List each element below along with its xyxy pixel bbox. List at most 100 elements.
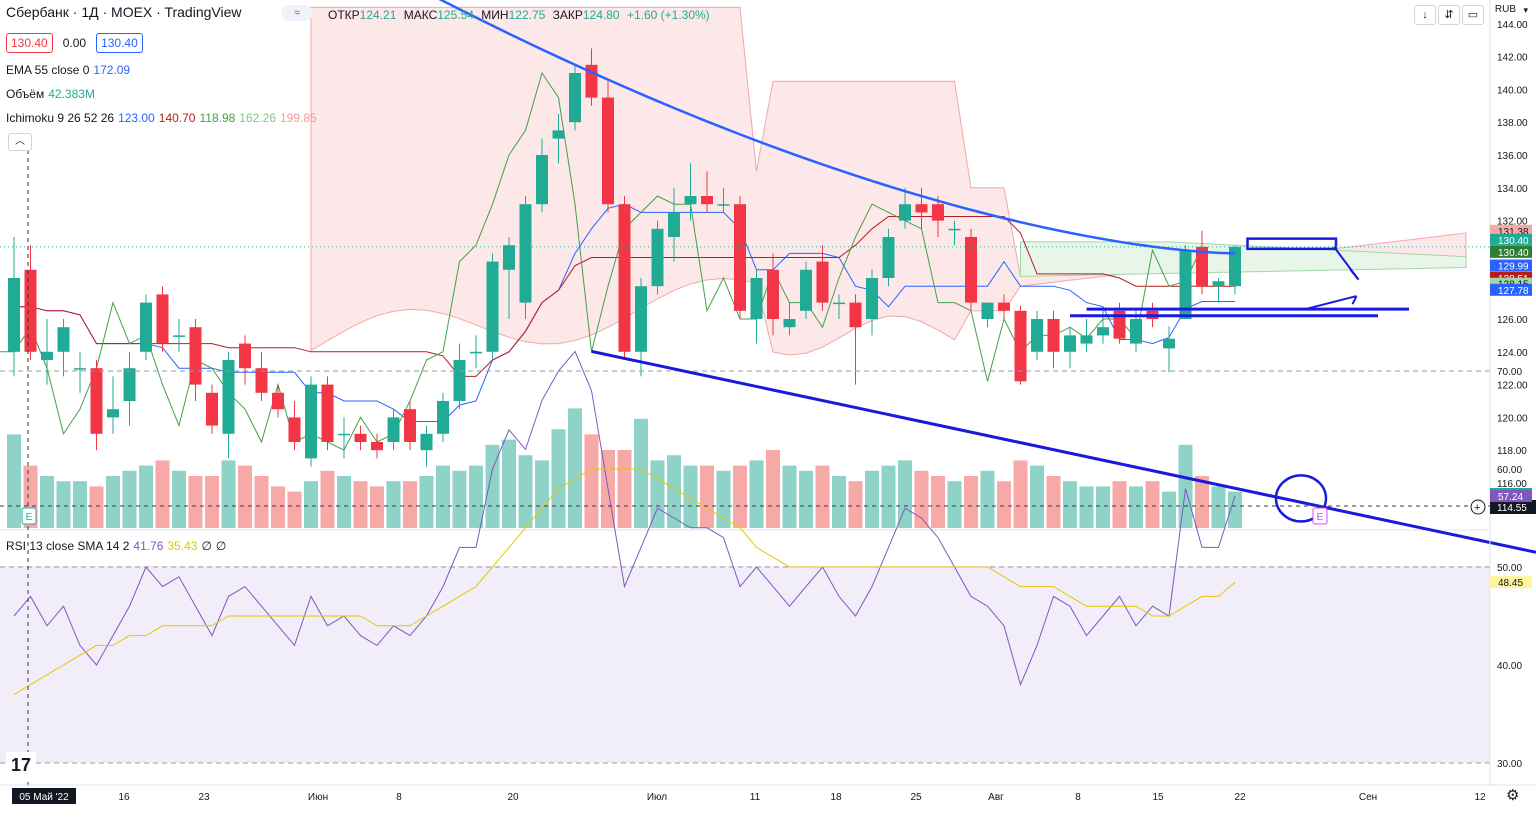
volume-bar xyxy=(1112,481,1127,528)
time-tick-label: 20 xyxy=(507,792,519,803)
sell-button[interactable]: 130.40 xyxy=(6,33,53,53)
expand-icon[interactable]: ⇵ xyxy=(1438,5,1460,25)
volume-bar xyxy=(205,476,219,528)
volume-legend[interactable]: Объём 42.383M xyxy=(6,86,95,102)
candle-body xyxy=(651,228,664,287)
candle-body xyxy=(1212,281,1225,287)
chevron-down-icon[interactable]: ↓ xyxy=(1414,5,1436,25)
volume-bar xyxy=(1162,491,1176,528)
volume-bar xyxy=(749,460,764,528)
candle xyxy=(354,425,367,451)
rsi-tick-label: 50.00 xyxy=(1497,563,1522,574)
volume-bar xyxy=(155,460,170,528)
ichimoku-base-value: 140.70 xyxy=(158,111,196,125)
candle-body xyxy=(948,228,961,231)
earnings-marker-label: E xyxy=(26,512,33,523)
arrow-up-head xyxy=(1351,295,1358,305)
volume-bars xyxy=(7,408,1242,528)
ichimoku-cloud xyxy=(310,6,1467,356)
candle-body xyxy=(288,417,301,442)
volume-bar xyxy=(980,470,995,528)
candle xyxy=(783,302,796,336)
candle xyxy=(1031,310,1043,360)
candle xyxy=(90,360,103,451)
ohlc-change: +1.60 (+1.30%) xyxy=(626,8,710,22)
volume-bar xyxy=(1013,460,1028,528)
candle-body xyxy=(635,286,647,352)
time-tick-label: 23 xyxy=(198,792,210,803)
volume-bar xyxy=(1228,491,1242,528)
candle xyxy=(206,384,218,434)
maximize-icon[interactable]: ▭ xyxy=(1462,5,1484,25)
rsi-tick-label: 30.00 xyxy=(1497,759,1522,770)
volume-bar xyxy=(469,465,483,528)
candle-body xyxy=(1163,338,1175,349)
volume-bar xyxy=(1211,486,1226,528)
candle-body xyxy=(272,392,284,410)
candle xyxy=(1014,305,1027,385)
time-tick-label: 11 xyxy=(750,792,761,803)
price-badge-label: 131.38 xyxy=(1498,227,1529,238)
volume-bar xyxy=(238,465,252,528)
candle-body xyxy=(74,368,86,370)
volume-bar xyxy=(997,481,1011,528)
candle xyxy=(321,376,334,451)
tradingview-logo-icon: 17 xyxy=(6,752,36,778)
candle xyxy=(305,376,317,467)
volume-value: 42.383M xyxy=(48,87,95,101)
candle xyxy=(1196,230,1208,295)
ema-legend[interactable]: EMA 55 close 0 172.09 xyxy=(6,62,130,78)
gear-icon[interactable]: ⚙ xyxy=(1506,787,1520,804)
price-badge-label: 130.40 xyxy=(1498,248,1529,259)
candle xyxy=(569,64,581,131)
candle xyxy=(57,319,70,377)
candle-body xyxy=(1047,319,1060,352)
time-tick-label: 16 xyxy=(118,792,130,803)
ichimoku-conversion-value: 123.00 xyxy=(118,111,155,125)
compare-toggle-icon[interactable]: ≈ xyxy=(281,5,313,21)
candle xyxy=(1130,310,1142,352)
price-badge-label: 127.78 xyxy=(1498,286,1529,297)
volume-bar xyxy=(898,460,912,528)
collapse-legend-button[interactable]: ︿ xyxy=(8,133,32,151)
candle-body xyxy=(717,204,730,206)
buy-button[interactable]: 130.40 xyxy=(96,33,143,53)
volume-bar xyxy=(1063,481,1077,528)
ichimoku-span-a-value: 162.26 xyxy=(239,111,276,125)
volume-bar xyxy=(254,476,269,528)
ohlc-low-value: 122.75 xyxy=(508,8,546,22)
price-tick-label: 120.00 xyxy=(1497,413,1528,424)
rsi-extra-1: ∅ xyxy=(201,539,212,553)
candle xyxy=(1179,245,1192,319)
volume-bar xyxy=(106,476,120,528)
volume-bar xyxy=(172,470,186,528)
rsi-ma-value: 35.43 xyxy=(167,539,198,553)
candle-body xyxy=(519,204,532,303)
ohlc-open-label: ОТКР xyxy=(328,8,360,22)
candle-body xyxy=(8,278,20,352)
currency-chevron-icon[interactable]: ▾ xyxy=(1523,5,1528,15)
currency-label[interactable]: RUB xyxy=(1494,4,1516,15)
candle-body xyxy=(437,401,449,434)
candle xyxy=(965,228,977,311)
earnings-marker-label: E xyxy=(1317,512,1324,523)
volume-bar xyxy=(865,470,879,528)
candle-body xyxy=(1113,310,1126,339)
volume-bar xyxy=(1178,444,1193,528)
rsi-label: RSI 13 close SMA 14 2 xyxy=(6,539,130,553)
candle-body xyxy=(932,204,944,221)
candle-body xyxy=(602,97,614,205)
rsi-legend[interactable]: RSI 13 close SMA 14 2 41.76 35.43 ∅ ∅ xyxy=(6,538,226,554)
add-alert-icon xyxy=(1470,499,1486,515)
volume-bar xyxy=(122,470,137,528)
symbol-title[interactable]: Сбербанк · 1Д · MOEX · TradingView xyxy=(6,4,242,20)
ichimoku-legend[interactable]: Ichimoku 9 26 52 26 123.00 140.70 118.98 162… xyxy=(6,110,317,126)
candle xyxy=(453,343,466,410)
candle xyxy=(123,351,136,426)
candle-body xyxy=(981,302,994,319)
candle-body xyxy=(321,384,334,442)
price-tick-label: 142.00 xyxy=(1497,53,1528,64)
price-badge xyxy=(1490,224,1532,237)
volume-bar xyxy=(931,476,945,528)
